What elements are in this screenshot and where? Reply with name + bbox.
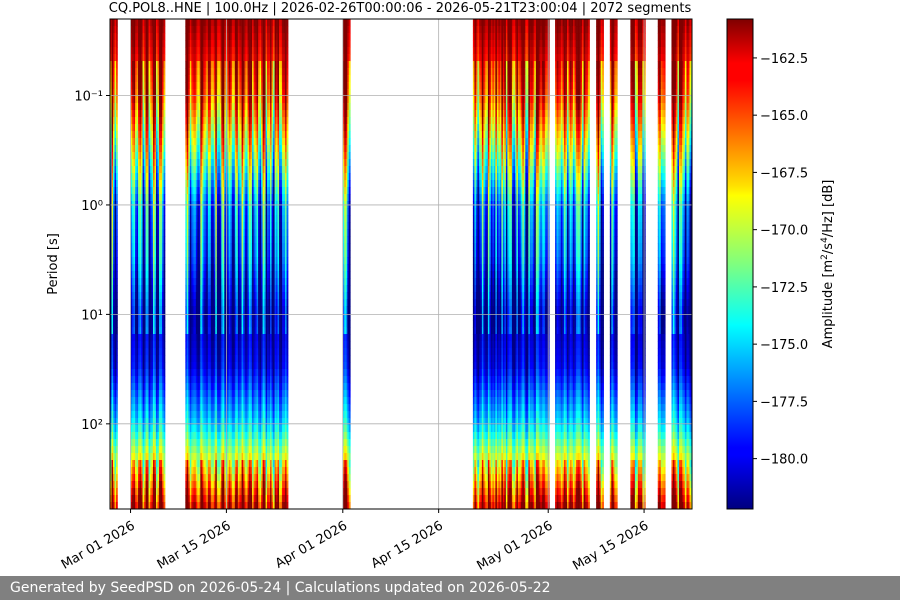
y-tick-label: 10⁰ [81, 199, 103, 214]
data-interval-strip [520, 19, 550, 509]
x-tick-label: Mar 15 2026 [155, 518, 234, 572]
chart-title: CQ.POL8..HNE | 100.0Hz | 2026-02-26T00:0… [109, 1, 692, 16]
data-interval-strip [630, 19, 646, 509]
data-interval-strip [342, 19, 351, 509]
data-interval-strip [472, 19, 522, 509]
x-tick-label: Apr 15 2026 [369, 518, 446, 571]
x-tick-label: May 01 2026 [474, 518, 555, 573]
colorbar-tick-label: −175.0 [760, 338, 808, 353]
footer-text: Generated by SeedPSD on 2026-05-24 | Cal… [10, 580, 551, 596]
y-tick-label: 10⁻¹ [74, 89, 103, 104]
data-interval-strip [555, 19, 590, 509]
data-interval-strip [240, 19, 289, 509]
colorbar-tick-label: −170.0 [760, 224, 808, 239]
y-axis-label: Period [s] [46, 233, 61, 295]
data-interval-strip [671, 19, 692, 509]
x-axis: Mar 01 2026 Mar 15 2026 Apr 01 2026 Apr 15 … [59, 509, 651, 574]
y-axis: 10⁻¹ 10⁰ 10¹ 10² [74, 89, 110, 433]
colorbar-tick-label: −172.5 [760, 281, 808, 296]
data-interval-strip [609, 19, 618, 509]
x-tick-label: May 15 2026 [570, 518, 651, 573]
plot-frame [109, 18, 693, 510]
spectrogram-heatmap [110, 19, 692, 509]
grid-lines [110, 19, 692, 509]
colorbar-tick-label: −167.5 [760, 166, 808, 181]
colorbar-tick-label: −162.5 [760, 52, 808, 67]
data-interval-strip [130, 19, 166, 509]
data-interval-strip [110, 19, 118, 509]
chart-svg: Mar 01 2026 Mar 15 2026 Apr 01 2026 Apr 15 … [46, 1, 836, 574]
y-tick-label: 10² [81, 418, 103, 433]
colorbar-axis: −162.5 −165.0 −167.5 −170.0 −172.5 −175.0 −177… [753, 52, 808, 468]
data-interval-strip [185, 19, 242, 509]
colorbar-tick-label: −165.0 [760, 109, 808, 124]
colorbar-label: Amplitude [m2/s4/Hz] [dB] [820, 180, 836, 349]
y-tick-label: 10¹ [81, 308, 103, 323]
colorbar-tick-label: −177.5 [760, 395, 808, 410]
x-tick-label: Apr 01 2026 [273, 518, 350, 571]
footer-bar: Generated by SeedPSD on 2026-05-24 | Cal… [0, 576, 900, 600]
x-tick-label: Mar 01 2026 [59, 518, 138, 572]
data-interval-strip [657, 19, 666, 509]
data-interval-strip [596, 19, 604, 509]
colorbar [726, 18, 754, 510]
colorbar-tick-label: −180.0 [760, 453, 808, 468]
